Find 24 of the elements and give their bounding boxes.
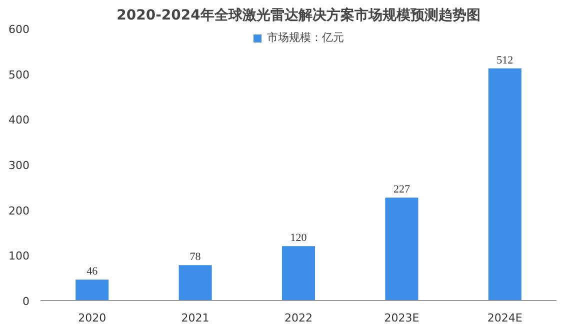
x-tick-label: 2020 <box>78 312 106 324</box>
y-tick-label: 600 <box>8 23 30 36</box>
data-label: 227 <box>393 184 410 196</box>
y-tick-label: 400 <box>8 114 30 127</box>
bar <box>178 265 212 300</box>
y-tick-label: 100 <box>8 250 30 263</box>
x-tick-label: 2022 <box>284 312 313 324</box>
data-label: 78 <box>190 251 202 264</box>
y-tick-label: 200 <box>8 204 30 218</box>
data-label: 512 <box>496 54 514 66</box>
bar <box>76 280 109 300</box>
y-tick-label: 500 <box>8 68 30 82</box>
x-tick-label: 2024E <box>487 312 522 324</box>
y-tick-label: 0 <box>22 295 30 308</box>
bar <box>488 68 522 300</box>
data-label: 46 <box>86 266 98 278</box>
x-tick-label: 2023E <box>384 312 420 324</box>
x-tick-label: 2021 <box>181 312 210 324</box>
legend-label: 市场规模：亿元 <box>267 30 344 45</box>
bar <box>385 198 418 300</box>
data-label: 120 <box>290 232 308 244</box>
bar <box>282 246 316 300</box>
y-tick-label: 300 <box>8 159 30 172</box>
chart-title: 2020-2024年全球激光雷达解决方案市场规模预测趋势图 <box>116 6 480 24</box>
